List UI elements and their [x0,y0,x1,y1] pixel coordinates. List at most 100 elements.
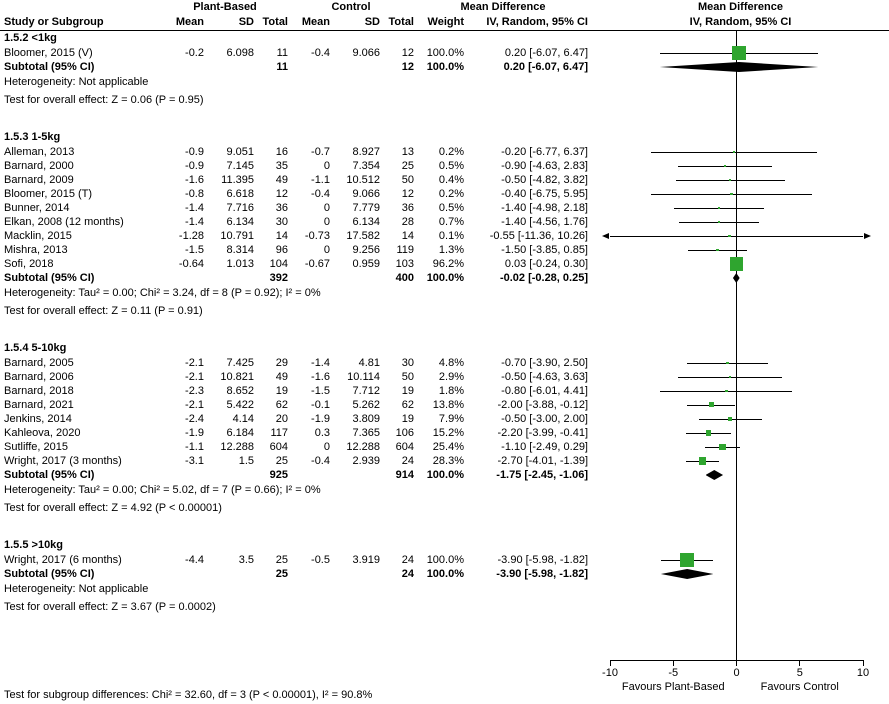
subgroup-header-row: 1.5.5 >10kg [0,538,889,553]
control-mean: 0 [323,160,330,172]
weight: 13.8% [432,399,464,411]
control-mean [288,271,330,285]
plant-sd: 9.051 [226,146,254,158]
plant-mean: -3.1 [185,455,204,467]
control-mean: -0.4 [311,455,330,467]
plot-cell [592,468,889,482]
control-total: 400 [395,272,414,284]
overall-effect-row: Test for overall effect: Z = 3.67 (P = 0… [0,599,889,617]
control-sd: 10.114 [347,371,380,383]
ci-clip-arrow-right [864,233,871,239]
weight: 100.0% [426,568,464,580]
mean-difference-text-header: Mean Difference [460,1,546,13]
effect-square [728,417,733,421]
study-name: Sofi, 2018 [4,258,54,270]
control-sd: 0.959 [352,258,380,270]
heterogeneity-row: Heterogeneity: Not applicable [0,74,889,92]
control-sd: 3.809 [352,413,380,425]
control-mean: -0.7 [311,146,330,158]
control-sd [330,468,380,482]
plant-sd: 10.791 [220,230,254,242]
control-total: 62 [401,399,414,411]
control-total: 14 [401,230,414,242]
plot-cell [592,454,889,468]
subtotal-diamond [659,62,819,72]
ci-text: -0.50 [-4.82, 3.82] [501,174,588,186]
control-mean: 0 [323,216,330,228]
plant-total: 16 [275,146,288,158]
overall-effect-text: Test for overall effect: Z = 0.06 (P = 0… [4,94,204,106]
plant-total: 30 [275,216,288,228]
plant-mean: -1.4 [185,216,204,228]
plant-sd: 6.184 [226,427,254,439]
plant-total: 117 [270,427,288,439]
weight: 0.7% [438,216,464,228]
ci-text: -1.40 [-4.56, 1.76] [501,216,588,228]
overall-effect-text: Test for overall effect: Z = 3.67 (P = 0… [4,601,216,613]
col-header-plant-total: Total [262,16,288,28]
control-sd: 2.939 [352,455,380,467]
study-name: Sutliffe, 2015 [4,441,69,453]
plant-based-group-header: Plant-Based [193,1,257,13]
study-row: Sutliffe, 2015 -1.1 12.288 604 0 12.288 604 25.… [0,440,889,454]
plant-total: 925 [269,469,288,481]
subgroup-header-row: 1.5.4 5-10kg [0,341,889,356]
study-row: Alleman, 2013 -0.9 9.051 16 -0.7 8.927 13 0.2% -… [0,145,889,159]
axis-tick-label: -5 [668,667,679,679]
control-total: 25 [401,160,414,172]
subtotal-row: Subtotal (95% CI) 11 12 100.0% 0.20 [-6.07, … [0,60,889,74]
study-name: Barnard, 2006 [4,371,74,383]
plant-sd: 3.5 [238,554,254,566]
control-total: 119 [396,244,414,256]
plant-sd: 6.098 [226,47,254,59]
control-mean: -1.4 [311,357,330,369]
overall-effect-text: Test for overall effect: Z = 4.92 (P < 0… [4,502,222,514]
plot-cell [592,173,889,187]
plant-mean: -2.1 [185,357,204,369]
plant-sd: 12.288 [220,441,254,453]
weight: 4.8% [438,357,464,369]
ci-text: -1.75 [-2.45, -1.06] [496,469,588,481]
control-total: 12 [401,61,414,73]
control-total: 50 [401,371,414,383]
control-mean: -1.1 [311,174,330,186]
study-name: Subtotal (95% CI) [4,61,95,73]
header-group-row: Plant-Based Control Mean Difference Mean… [0,0,889,15]
plot-cell [592,384,889,398]
plot-cell [592,398,889,412]
ci-text: -1.10 [-2.49, 0.29] [501,441,588,453]
study-name: Barnard, 2018 [4,385,74,397]
control-sd: 12.288 [346,441,380,453]
favours-right-label: Favours Control [760,681,839,693]
weight: 0.2% [438,188,464,200]
plot-cell [592,159,889,173]
plot-cell [592,412,889,426]
control-sd [330,567,380,581]
ci-text: -2.20 [-3.99, -0.41] [497,427,589,439]
plant-total: 96 [275,244,288,256]
control-mean: -0.4 [311,47,330,59]
axis-tick [609,660,611,666]
subtotal-row: Subtotal (95% CI) 392 400 100.0% -0.02 [-0.2… [0,271,889,285]
plot-cell [592,440,889,454]
study-name: Bloomer, 2015 (T) [4,188,93,200]
plant-sd: 7.425 [226,357,254,369]
plant-mean [162,567,204,581]
control-total: 28 [401,216,414,228]
study-name: Elkan, 2008 (12 months) [4,216,124,228]
ci-line [610,236,863,237]
control-sd: 6.134 [352,216,380,228]
control-group-header: Control [331,1,371,13]
plot-cell [592,229,889,243]
plant-sd [204,60,254,74]
study-name: Mishra, 2013 [4,244,68,256]
effect-square [719,443,726,451]
plant-sd: 5.422 [226,399,254,411]
control-mean: -1.6 [311,371,330,383]
plant-total: 25 [275,554,288,566]
study-row: Barnard, 2005 -2.1 7.425 29 -1.4 4.81 30 4.8% -0… [0,356,889,370]
study-name: Jenkins, 2014 [4,413,72,425]
subgroup-label: 1.5.2 <1kg [4,32,57,44]
weight: 7.9% [438,413,464,425]
study-row: Bunner, 2014 -1.4 7.716 36 0 7.779 36 0.5% -1.40… [0,201,889,215]
